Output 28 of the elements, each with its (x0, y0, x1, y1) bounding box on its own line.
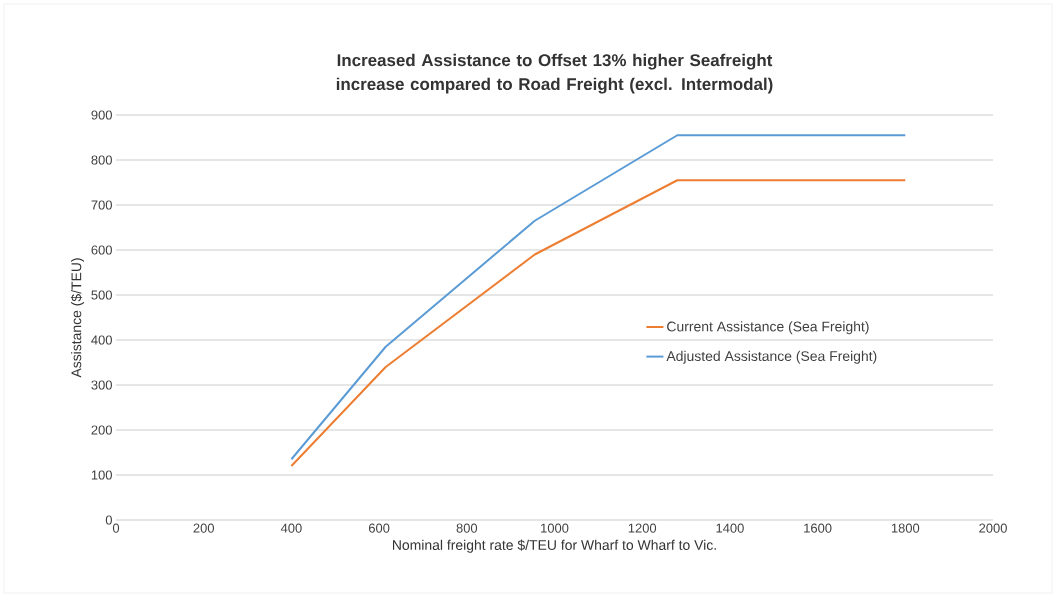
y-tick-label: 500 (91, 290, 112, 300)
x-tick-label: 600 (368, 523, 390, 533)
x-tick-label: 1200 (628, 523, 657, 533)
legend-label: Current Assistance (Sea Freight) (667, 321, 869, 335)
x-axis-title: Nominal freight rate $/TEU for Wharf to Wharf to Vic. (393, 539, 716, 553)
x-tick-label: 1400 (716, 523, 744, 533)
x-tick-label: 1000 (541, 523, 569, 533)
line-series (290, 134, 907, 461)
y-tick-label: 200 (91, 425, 112, 435)
x-tick-label: 200 (193, 523, 214, 533)
x-tick-label: 1600 (804, 523, 832, 533)
legend-label: Adjusted Assistance (Sea Freight) (666, 350, 877, 364)
y-tick-label: 100 (91, 470, 112, 480)
x-tick-label: 0 (112, 523, 120, 533)
x-tick-label: 1800 (891, 523, 920, 533)
x-tick-label: 2000 (979, 523, 1007, 533)
x-tick-label: 800 (456, 523, 478, 533)
y-tick-label: 300 (91, 380, 112, 390)
y-axis-title: Assistance ($/TEU) (70, 258, 85, 378)
y-tick-label: 800 (91, 155, 112, 165)
x-tick-label: 400 (280, 523, 302, 533)
y-tick-label: 900 (91, 110, 112, 120)
y-tick-label: 400 (91, 335, 112, 345)
line-series (290, 179, 907, 467)
y-tick-label: 700 (91, 200, 112, 210)
y-tick-label: 0 (105, 515, 112, 525)
chart-title: Increased Assistance to Offset 13% higher Seafreight increase compared to Road Freight (excl. Intermodal) (336, 53, 773, 94)
y-tick-label: 600 (91, 245, 112, 255)
